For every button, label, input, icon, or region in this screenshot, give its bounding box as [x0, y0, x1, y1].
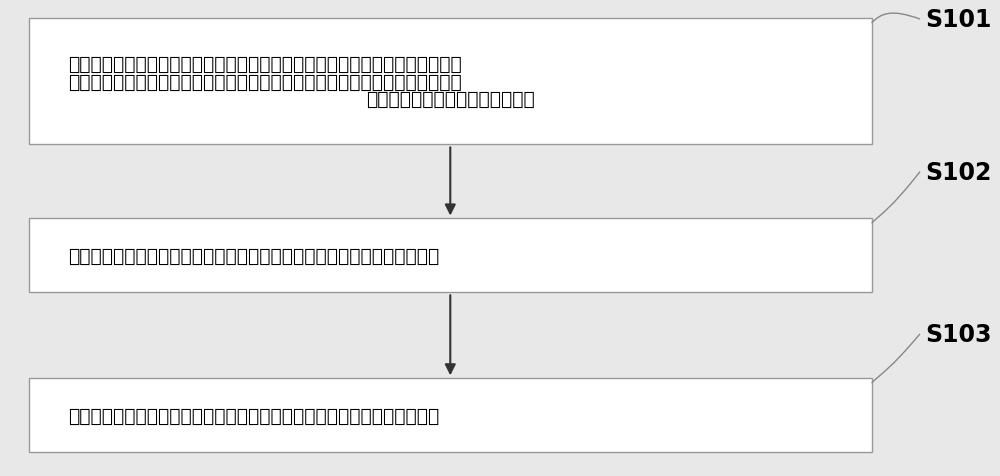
Text: 多个样本集合聚集组成最终的样本: 多个样本集合聚集组成最终的样本: [366, 90, 535, 109]
Text: 基于高阶正交振幅调制信号的多个恒定模值得到其先验概率，根据观测信号与恒: 基于高阶正交振幅调制信号的多个恒定模值得到其先验概率，根据观测信号与恒: [68, 55, 462, 74]
Bar: [29, 19, 872, 145]
Text: 依据牛顿法构建高阶正交振幅调制信道方法迭代公式，最优化信道盲均衡器: 依据牛顿法构建高阶正交振幅调制信道方法迭代公式，最优化信道盲均衡器: [68, 406, 439, 425]
Text: S102: S102: [925, 160, 991, 184]
Text: 定模值信号的误差排序，结合先验概率选取不同模值的样本集合，将不同模值的: 定模值信号的误差排序，结合先验概率选取不同模值的样本集合，将不同模值的: [68, 73, 462, 91]
Text: S101: S101: [925, 8, 991, 32]
Text: S103: S103: [925, 322, 991, 346]
Bar: [29, 219, 872, 293]
Text: 依据经典恒模算法和选定样本集合构建高阶正交振幅调制信道下的代价函数: 依据经典恒模算法和选定样本集合构建高阶正交振幅调制信道下的代价函数: [68, 247, 439, 265]
Bar: [29, 378, 872, 452]
